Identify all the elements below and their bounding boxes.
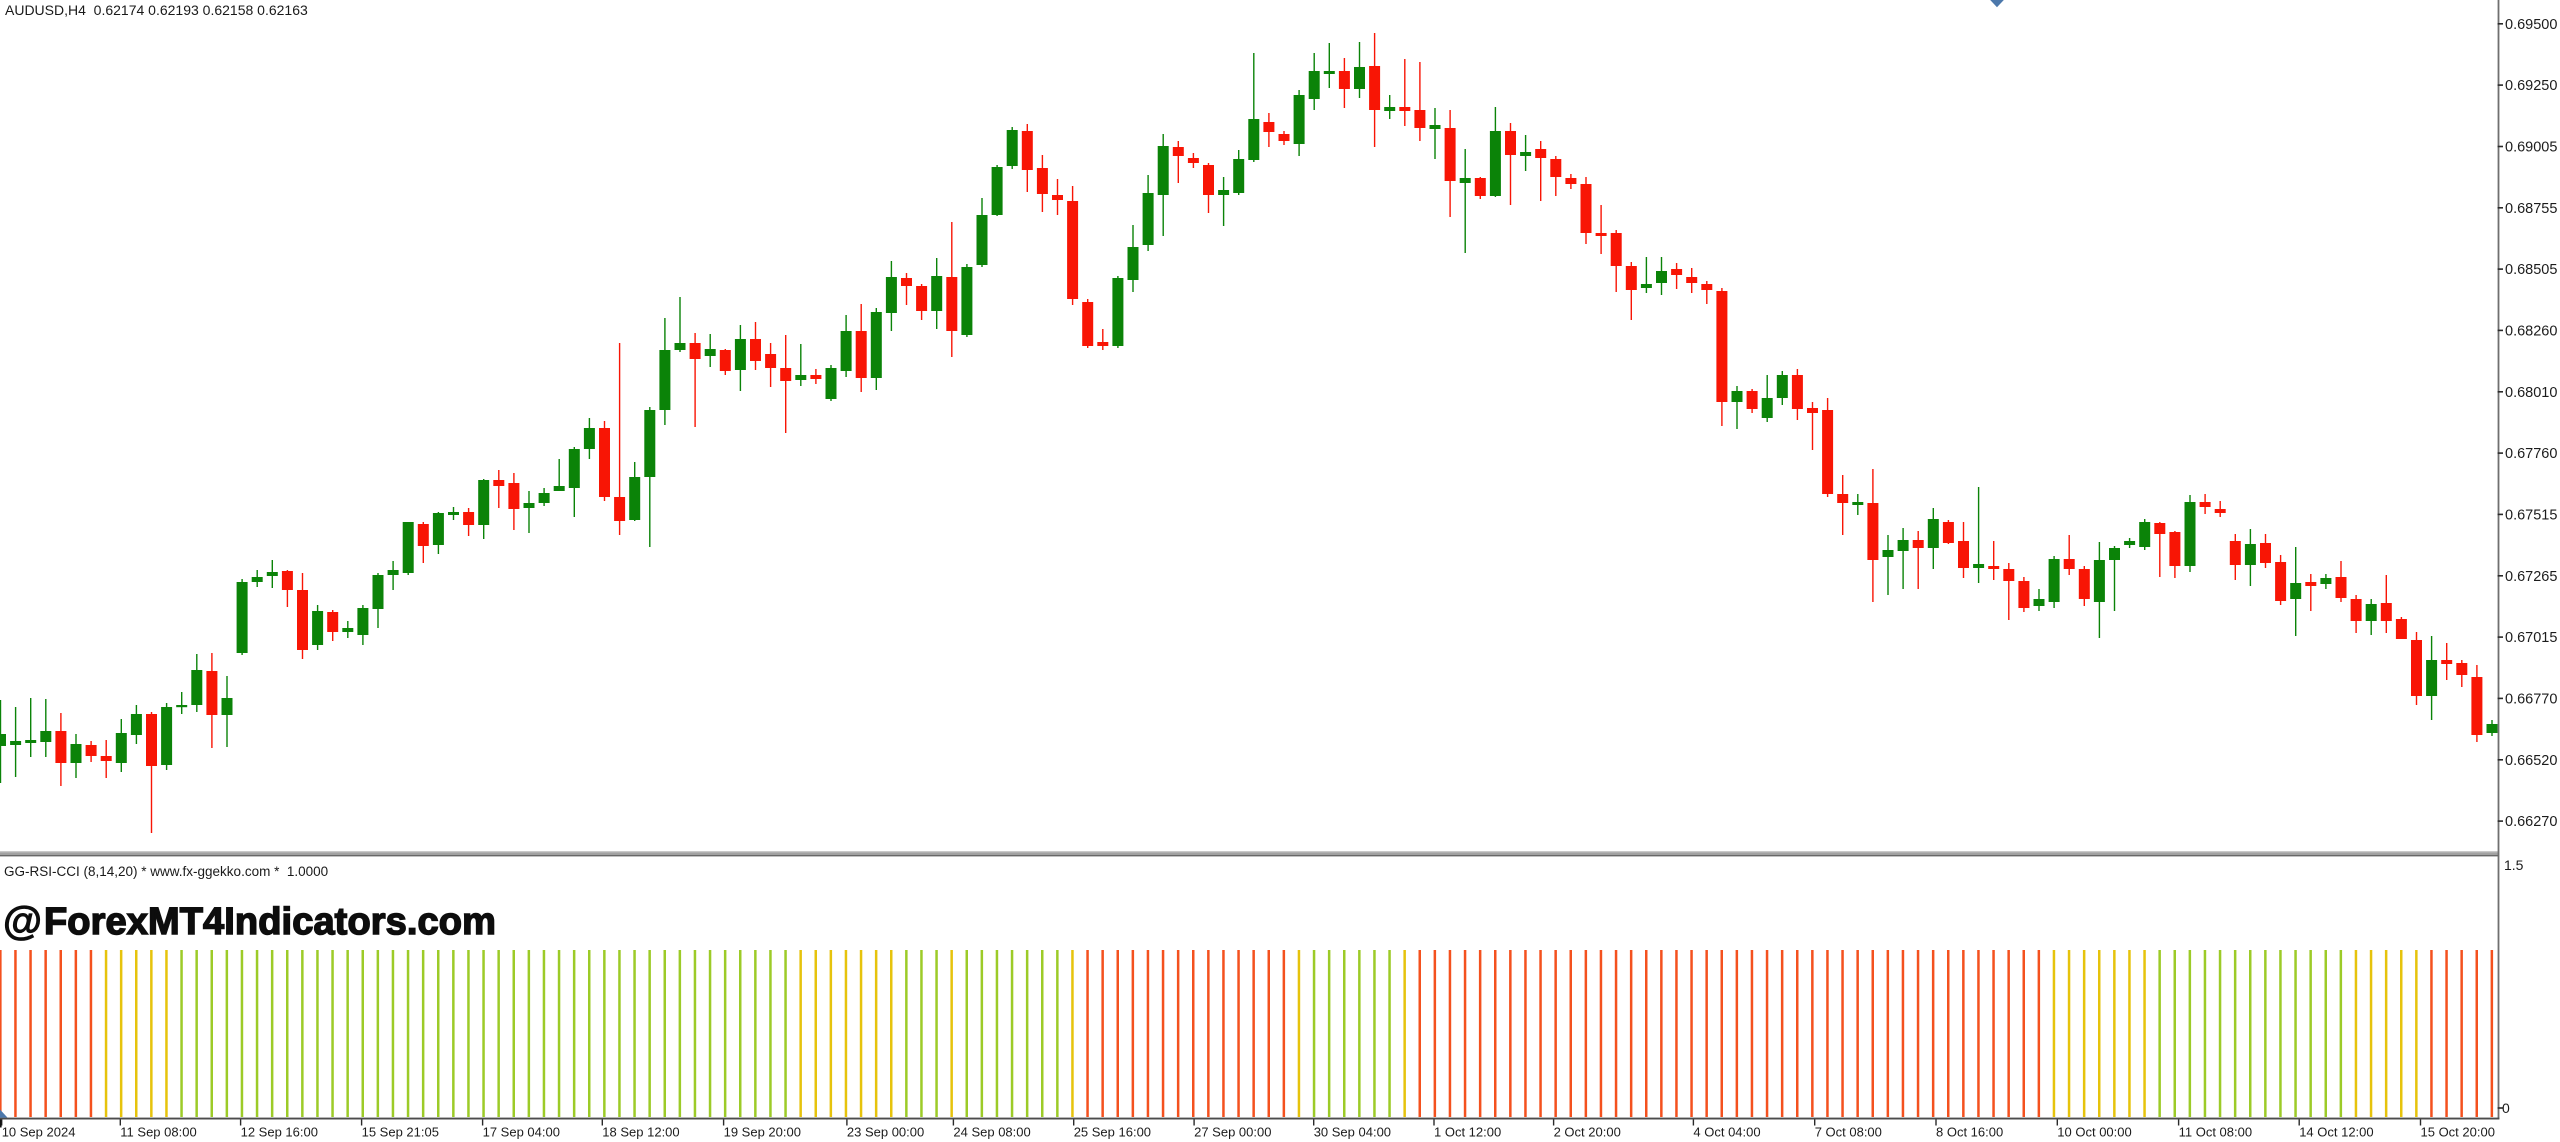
svg-text:24 Sep 08:00: 24 Sep 08:00: [953, 1125, 1030, 1140]
svg-text:4 Oct 04:00: 4 Oct 04:00: [1693, 1125, 1760, 1140]
svg-text:23 Sep 00:00: 23 Sep 00:00: [847, 1125, 924, 1140]
svg-text:10 Sep 2024: 10 Sep 2024: [2, 1125, 76, 1140]
svg-text:0.69500: 0.69500: [2505, 17, 2557, 33]
svg-text:12 Sep 16:00: 12 Sep 16:00: [241, 1125, 318, 1140]
svg-text:27 Sep 00:00: 27 Sep 00:00: [1194, 1125, 1271, 1140]
svg-text:0.67515: 0.67515: [2505, 507, 2557, 523]
svg-text:AUDUSD,H4 0.62174 0.62193 0.6: AUDUSD,H4 0.62174 0.62193 0.62158 0.6216…: [5, 2, 308, 18]
svg-text:0.66270: 0.66270: [2505, 814, 2557, 830]
svg-text:17 Sep 04:00: 17 Sep 04:00: [483, 1125, 560, 1140]
svg-text:0.69005: 0.69005: [2505, 140, 2557, 156]
svg-text:0.67015: 0.67015: [2505, 630, 2557, 646]
svg-text:0.67265: 0.67265: [2505, 569, 2557, 585]
svg-text:0.68755: 0.68755: [2505, 201, 2557, 217]
svg-text:18 Sep 12:00: 18 Sep 12:00: [602, 1125, 679, 1140]
svg-text:0.66770: 0.66770: [2505, 691, 2557, 707]
svg-text:1 Oct 12:00: 1 Oct 12:00: [1434, 1125, 1501, 1140]
svg-text:7 Oct 08:00: 7 Oct 08:00: [1815, 1125, 1882, 1140]
svg-text:30 Sep 04:00: 30 Sep 04:00: [1314, 1125, 1391, 1140]
svg-text:11 Oct 08:00: 11 Oct 08:00: [2179, 1125, 2252, 1140]
svg-text:19 Sep 20:00: 19 Sep 20:00: [724, 1125, 801, 1140]
svg-text:0.67760: 0.67760: [2505, 446, 2557, 462]
svg-text:8 Oct 16:00: 8 Oct 16:00: [1936, 1125, 2003, 1140]
svg-text:2 Oct 20:00: 2 Oct 20:00: [1554, 1125, 1621, 1140]
svg-text:0.68260: 0.68260: [2505, 323, 2557, 339]
svg-text:15 Sep 21:05: 15 Sep 21:05: [362, 1125, 439, 1140]
svg-text:@: @: [3, 899, 42, 943]
svg-text:ForexMT4Indicators.com: ForexMT4Indicators.com: [44, 901, 496, 943]
svg-text:0.69250: 0.69250: [2505, 78, 2557, 94]
svg-text:1.5: 1.5: [2504, 857, 2524, 873]
svg-text:11 Sep 08:00: 11 Sep 08:00: [120, 1125, 196, 1140]
svg-text:0.68505: 0.68505: [2505, 262, 2557, 278]
svg-text:0.66520: 0.66520: [2505, 753, 2557, 769]
svg-text:0.68010: 0.68010: [2505, 385, 2557, 401]
svg-text:14 Oct 12:00: 14 Oct 12:00: [2299, 1125, 2373, 1140]
svg-text:10 Oct 00:00: 10 Oct 00:00: [2057, 1125, 2131, 1140]
svg-text:25 Sep 16:00: 25 Sep 16:00: [1074, 1125, 1151, 1140]
svg-text:0: 0: [2502, 1100, 2510, 1116]
svg-text:GG-RSI-CCI (8,14,20) * www.fx-: GG-RSI-CCI (8,14,20) * www.fx-ggekko.com…: [4, 864, 328, 879]
svg-text:15 Oct 20:00: 15 Oct 20:00: [2421, 1125, 2495, 1140]
